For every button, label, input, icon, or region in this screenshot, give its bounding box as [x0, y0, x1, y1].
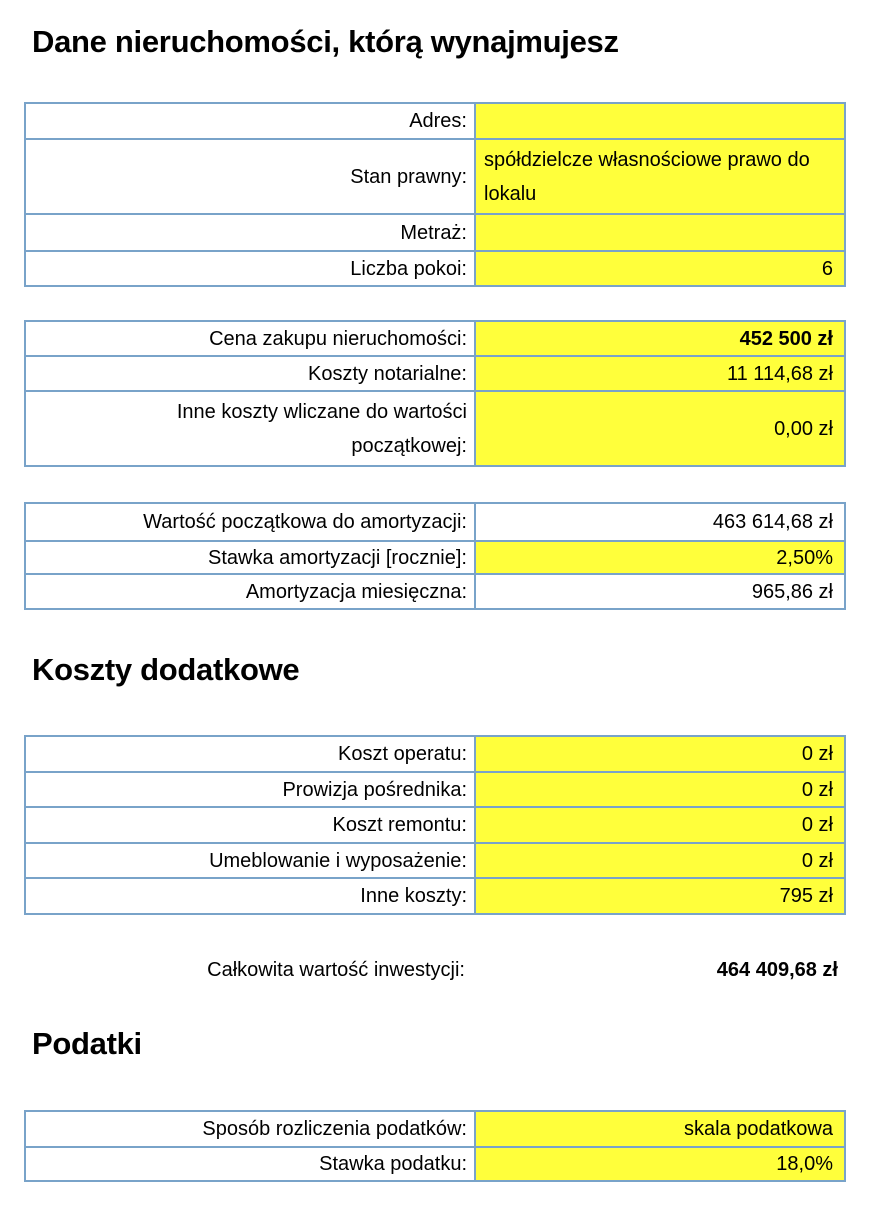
table-row: Amortyzacja miesięczna: 965,86 zł: [26, 573, 844, 608]
value-koszt-operatu[interactable]: 0 zł: [474, 737, 844, 771]
row-label-inne-koszty-wartosc: Inne koszty wliczane do wartości początk…: [26, 392, 474, 465]
amortization-table: Wartość początkowa do amortyzacji: 463 6…: [24, 502, 846, 610]
row-label-koszt-operatu: Koszt operatu:: [26, 737, 474, 771]
row-label-metraz: Metraż:: [26, 215, 474, 250]
table-row: Metraż:: [26, 213, 844, 250]
table-row: Sposób rozliczenia podatków: skala podat…: [26, 1112, 844, 1146]
table-row: Liczba pokoi: 6: [26, 250, 844, 285]
value-inne-koszty[interactable]: 795 zł: [474, 879, 844, 913]
table-row: Adres:: [26, 104, 844, 138]
row-label-stawka-podatku: Stawka podatku:: [26, 1148, 474, 1180]
row-label-amortyzacja-miesieczna: Amortyzacja miesięczna:: [26, 575, 474, 608]
value-inne-koszty-wartosc[interactable]: 0,00 zł: [474, 392, 844, 465]
table-row: Koszt operatu: 0 zł: [26, 737, 844, 771]
value-stawka-podatku[interactable]: 18,0%: [474, 1148, 844, 1180]
value-sposob-rozliczenia[interactable]: skala podatkowa: [474, 1112, 844, 1146]
row-label-wartosc-poczatkowa: Wartość początkowa do amortyzacji:: [26, 504, 474, 540]
table-row: Stawka amortyzacji [rocznie]: 2,50%: [26, 540, 844, 573]
row-label-prowizja-posrednika: Prowizja pośrednika:: [26, 773, 474, 806]
value-koszt-remontu[interactable]: 0 zł: [474, 808, 844, 842]
row-label-liczba-pokoi: Liczba pokoi:: [26, 252, 474, 285]
section-title-taxes: Podatki: [32, 1026, 142, 1061]
row-label-adres: Adres:: [26, 104, 474, 138]
row-label-inne-koszty: Inne koszty:: [26, 879, 474, 913]
table-row: Umeblowanie i wyposażenie: 0 zł: [26, 842, 844, 877]
value-prowizja-posrednika[interactable]: 0 zł: [474, 773, 844, 806]
table-row: Inne koszty wliczane do wartości początk…: [26, 390, 844, 465]
row-label-koszt-remontu: Koszt remontu:: [26, 808, 474, 842]
value-cena-zakupu[interactable]: 452 500 zł: [474, 322, 844, 355]
table-row: Wartość początkowa do amortyzacji: 463 6…: [26, 504, 844, 540]
property-table: Adres: Stan prawny: spółdzielcze własnoś…: [24, 102, 846, 287]
row-label-stawka-amortyzacji: Stawka amortyzacji [rocznie]:: [26, 542, 474, 573]
value-metraz[interactable]: [474, 215, 844, 250]
row-label-koszty-notarialne: Koszty notarialne:: [26, 357, 474, 390]
table-row: Prowizja pośrednika: 0 zł: [26, 771, 844, 806]
row-label-cena-zakupu: Cena zakupu nieruchomości:: [26, 322, 474, 355]
table-row: Cena zakupu nieruchomości: 452 500 zł: [26, 322, 844, 355]
total-investment-row: Całkowita wartość inwestycji: 464 409,68…: [24, 950, 846, 990]
total-investment-value: 464 409,68 zł: [716, 958, 838, 981]
value-wartosc-poczatkowa: 463 614,68 zł: [474, 504, 844, 540]
section-title-property: Dane nieruchomości, którą wynajmujesz: [32, 24, 619, 59]
taxes-table: Sposób rozliczenia podatków: skala podat…: [24, 1110, 846, 1182]
table-row: Stan prawny: spółdzielcze własnościowe p…: [26, 138, 844, 213]
row-label-sposob-rozliczenia: Sposób rozliczenia podatków:: [26, 1112, 474, 1146]
value-umeblowanie[interactable]: 0 zł: [474, 844, 844, 877]
value-koszty-notarialne[interactable]: 11 114,68 zł: [474, 357, 844, 390]
table-row: Koszt remontu: 0 zł: [26, 806, 844, 842]
table-row: Koszty notarialne: 11 114,68 zł: [26, 355, 844, 390]
value-stan-prawny[interactable]: spółdzielcze własnościowe prawo do lokal…: [474, 140, 844, 213]
row-label-umeblowanie: Umeblowanie i wyposażenie:: [26, 844, 474, 877]
additional-costs-table: Koszt operatu: 0 zł Prowizja pośrednika:…: [24, 735, 846, 915]
value-adres[interactable]: [474, 104, 844, 138]
section-title-additional-costs: Koszty dodatkowe: [32, 652, 300, 687]
table-row: Stawka podatku: 18,0%: [26, 1146, 844, 1180]
purchase-costs-table: Cena zakupu nieruchomości: 452 500 zł Ko…: [24, 320, 846, 467]
value-liczba-pokoi[interactable]: 6: [474, 252, 844, 285]
table-row: Inne koszty: 795 zł: [26, 877, 844, 913]
value-amortyzacja-miesieczna: 965,86 zł: [474, 575, 844, 608]
value-stawka-amortyzacji[interactable]: 2,50%: [474, 542, 844, 573]
total-investment-label: Całkowita wartość inwestycji:: [207, 958, 465, 981]
row-label-stan-prawny: Stan prawny:: [26, 140, 474, 213]
